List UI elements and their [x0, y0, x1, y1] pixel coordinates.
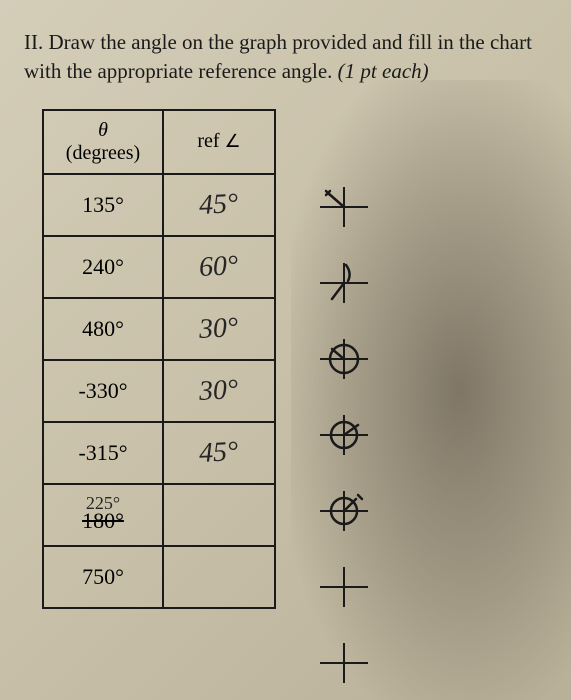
table-row: -330° 30° [43, 360, 275, 422]
table-row: 240° 60° [43, 236, 275, 298]
graph-135 [316, 183, 372, 231]
table-row: 750° [43, 546, 275, 608]
ref-cell: 45° [163, 422, 275, 484]
table-row: -315° 45° [43, 422, 275, 484]
graph-240 [316, 259, 372, 307]
ref-cell: 30° [163, 298, 275, 360]
angle-symbol: ∠ [225, 131, 241, 151]
instruction-text: II. Draw the angle on the graph provided… [24, 28, 547, 87]
ref-cell: 30° [163, 360, 275, 422]
header-ref: ref ∠ [163, 110, 275, 174]
theta-cell: 750° [43, 546, 163, 608]
ref-cell: 45° [163, 174, 275, 236]
instruction-prefix: II. Draw the angle on the graph provided… [24, 30, 532, 83]
theta-cell: 240° [43, 236, 163, 298]
ref-value: 30° [199, 312, 240, 346]
ref-value: 45° [199, 188, 240, 222]
theta-cell: 135° [43, 174, 163, 236]
ref-cell [163, 546, 275, 608]
ref-cell [163, 484, 275, 546]
table-row: 480° 30° [43, 298, 275, 360]
theta-cell: 225° 180° [43, 484, 163, 546]
table-row: 225° 180° [43, 484, 275, 546]
content-area: θ (degrees) ref ∠ 135° 45° 240° 60° 480°… [24, 109, 547, 687]
instruction-suffix: (1 pt each) [338, 59, 429, 83]
table-row: 135° 45° [43, 174, 275, 236]
graph-750 [316, 639, 372, 687]
ref-label: ref [197, 130, 219, 152]
graph-neg315 [316, 487, 372, 535]
table-header-row: θ (degrees) ref ∠ [43, 110, 275, 174]
theta-cell: -330° [43, 360, 163, 422]
theta-cell: 480° [43, 298, 163, 360]
graph-225 [316, 563, 372, 611]
ref-value: 45° [199, 436, 240, 470]
graph-480 [316, 335, 372, 383]
graph-neg330 [316, 411, 372, 459]
graphs-column [316, 109, 372, 687]
ref-cell: 60° [163, 236, 275, 298]
theta-unit: (degrees) [66, 142, 140, 164]
angle-table: θ (degrees) ref ∠ 135° 45° 240° 60° 480°… [42, 109, 276, 609]
theta-cell: -315° [43, 422, 163, 484]
theta-struck: 180° [82, 508, 124, 533]
header-theta: θ (degrees) [43, 110, 163, 174]
theta-symbol: θ [98, 119, 108, 141]
ref-value: 60° [199, 250, 240, 284]
ref-value: 30° [199, 374, 240, 408]
